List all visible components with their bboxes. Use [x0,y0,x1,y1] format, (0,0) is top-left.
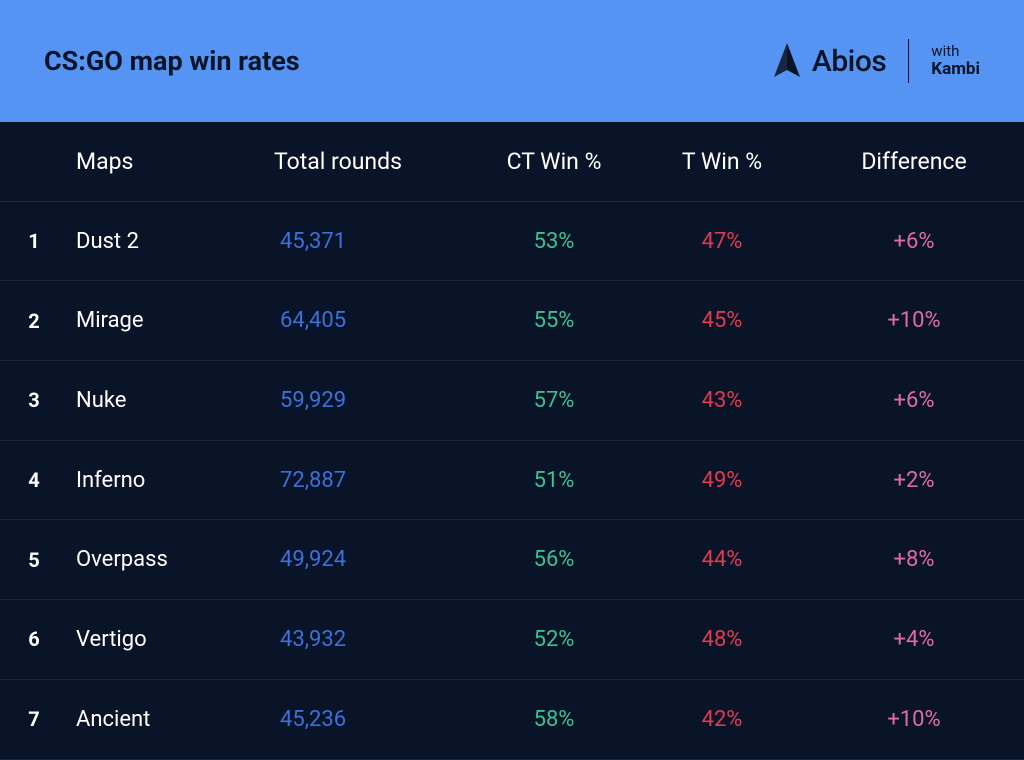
cell-ctwin: 51% [468,468,640,493]
cell-rank: 3 [0,388,68,412]
cell-rounds: 64,405 [262,308,468,333]
header-bar: CS:GO map win rates Abios with Kambi [0,0,1024,122]
cell-rounds: 72,887 [262,468,468,493]
table-header-row: Maps Total rounds CT Win % T Win % Diffe… [0,122,1024,202]
cell-ctwin: 56% [468,547,640,572]
cell-ctwin: 57% [468,388,640,413]
cell-twin: 44% [640,547,804,572]
cell-rounds: 43,932 [262,627,468,652]
col-header-maps: Maps [68,148,262,175]
brand-area: Abios with Kambi [772,39,980,83]
cell-diff: +2% [804,468,1024,493]
cell-map: Overpass [68,547,262,572]
cell-rank: 4 [0,468,68,492]
cell-map: Vertigo [68,627,262,652]
table-row: 3Nuke59,92957%43%+6% [0,361,1024,441]
cell-twin: 48% [640,627,804,652]
cell-diff: +8% [804,547,1024,572]
cell-ctwin: 58% [468,707,640,732]
table-row: 2Mirage64,40555%45%+10% [0,281,1024,361]
table-row: 7Ancient45,23658%42%+10% [0,680,1024,760]
cell-rounds: 45,371 [262,229,468,254]
table-row: 6Vertigo43,93252%48%+4% [0,600,1024,680]
brand-primary-label: Abios [812,44,886,79]
winrate-table: Maps Total rounds CT Win % T Win % Diffe… [0,122,1024,760]
table-row: 5Overpass49,92456%44%+8% [0,520,1024,600]
cell-map: Nuke [68,388,262,413]
table-body: 1Dust 245,37153%47%+6%2Mirage64,40555%45… [0,202,1024,760]
cell-rounds: 59,929 [262,388,468,413]
cell-twin: 42% [640,707,804,732]
cell-diff: +10% [804,707,1024,732]
brand-secondary-label: Kambi [931,60,980,79]
cell-map: Mirage [68,308,262,333]
cell-diff: +10% [804,308,1024,333]
cell-diff: +4% [804,627,1024,652]
abios-logo-icon [772,43,802,79]
cell-twin: 47% [640,229,804,254]
col-header-rounds: Total rounds [262,148,468,175]
brand-primary: Abios [772,43,886,79]
col-header-twin: T Win % [640,148,804,175]
col-header-diff: Difference [804,148,1024,175]
cell-twin: 45% [640,308,804,333]
cell-diff: +6% [804,388,1024,413]
cell-twin: 43% [640,388,804,413]
table-row: 4Inferno72,88751%49%+2% [0,441,1024,521]
cell-twin: 49% [640,468,804,493]
cell-map: Inferno [68,468,262,493]
page-title: CS:GO map win rates [44,45,300,77]
brand-divider [908,39,909,83]
cell-ctwin: 55% [468,308,640,333]
cell-map: Ancient [68,707,262,732]
cell-rank: 5 [0,548,68,572]
cell-diff: +6% [804,229,1024,254]
cell-rank: 2 [0,309,68,333]
col-header-ctwin: CT Win % [468,148,640,175]
cell-rank: 6 [0,627,68,651]
cell-rounds: 45,236 [262,707,468,732]
brand-secondary: with Kambi [931,43,980,78]
cell-map: Dust 2 [68,229,262,254]
table-row: 1Dust 245,37153%47%+6% [0,202,1024,282]
cell-rank: 1 [0,229,68,253]
brand-with-label: with [931,43,980,60]
cell-ctwin: 53% [468,229,640,254]
cell-rounds: 49,924 [262,547,468,572]
cell-rank: 7 [0,707,68,731]
cell-ctwin: 52% [468,627,640,652]
